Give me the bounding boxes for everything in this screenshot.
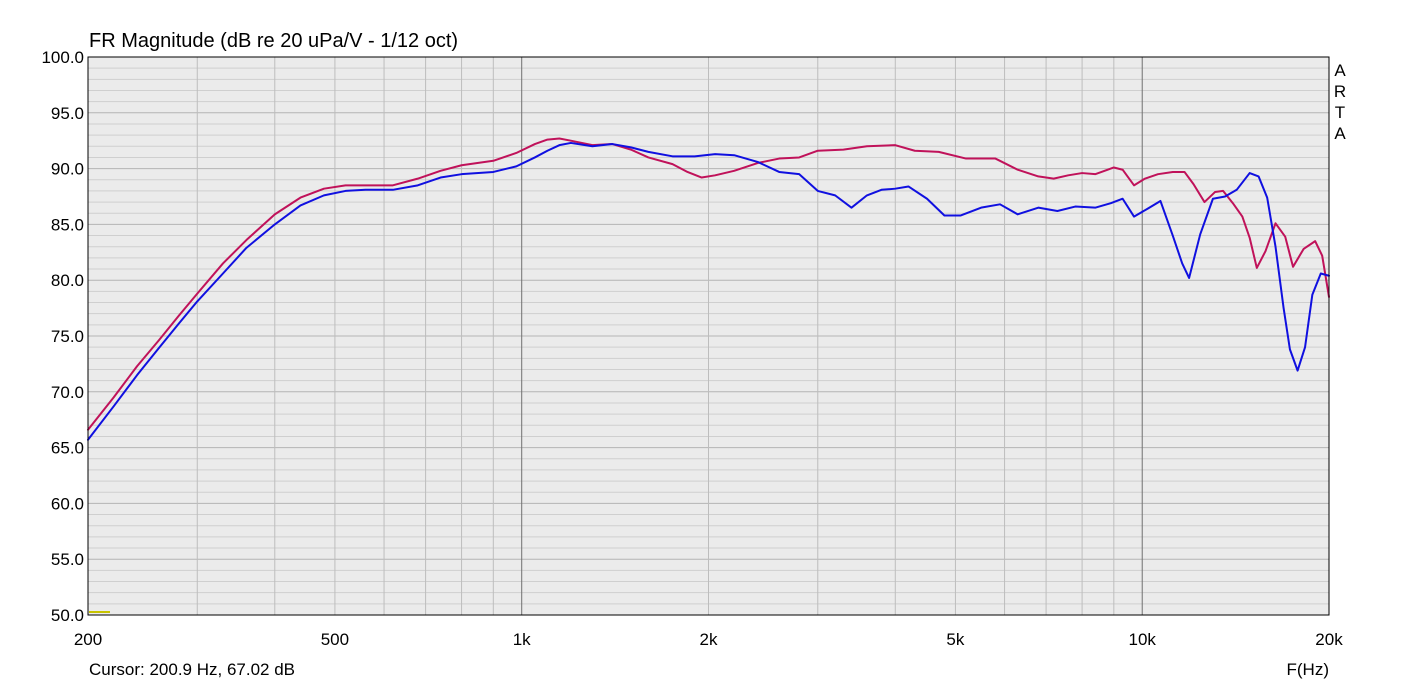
x-tick-label: 5k xyxy=(946,630,964,649)
plot-border xyxy=(87,56,1330,616)
y-tick-label: 85.0 xyxy=(51,215,84,234)
series-line-2 xyxy=(87,141,1330,441)
y-tick-label: 70.0 xyxy=(51,383,84,402)
y-tick-label: 75.0 xyxy=(51,327,84,346)
x-tick-label: 500 xyxy=(321,630,349,649)
y-tick-label: 100.0 xyxy=(41,48,84,67)
grid xyxy=(88,57,1329,615)
x-tick-label: 20k xyxy=(1315,630,1343,649)
chart-title: FR Magnitude (dB re 20 uPa/V - 1/12 oct) xyxy=(89,30,458,52)
plot-lines xyxy=(87,137,1330,441)
y-tick-label: 55.0 xyxy=(51,550,84,569)
x-tick-label: 1k xyxy=(513,630,531,649)
x-axis-tick-labels: 200 500 1k 2k 5k 10k 20k xyxy=(74,630,1343,649)
cursor-readout: Cursor: 200.9 Hz, 67.02 dB xyxy=(89,660,295,679)
x-tick-label: 200 xyxy=(74,630,102,649)
x-tick-label: 2k xyxy=(700,630,718,649)
y-tick-label: 90.0 xyxy=(51,160,84,179)
y-tick-label: 80.0 xyxy=(51,271,84,290)
y-axis-tick-labels: 50.0 55.0 60.0 65.0 70.0 75.0 80.0 85.0 90.0 95.0… xyxy=(41,48,84,625)
x-axis-label: F(Hz) xyxy=(1287,660,1329,679)
y-tick-label: 50.0 xyxy=(51,606,84,625)
y-tick-label: 65.0 xyxy=(51,439,84,458)
x-tick-label: 10k xyxy=(1129,630,1157,649)
y-tick-label: 60.0 xyxy=(51,494,84,513)
series-line-1 xyxy=(87,137,1330,431)
y-tick-label: 95.0 xyxy=(51,104,84,123)
